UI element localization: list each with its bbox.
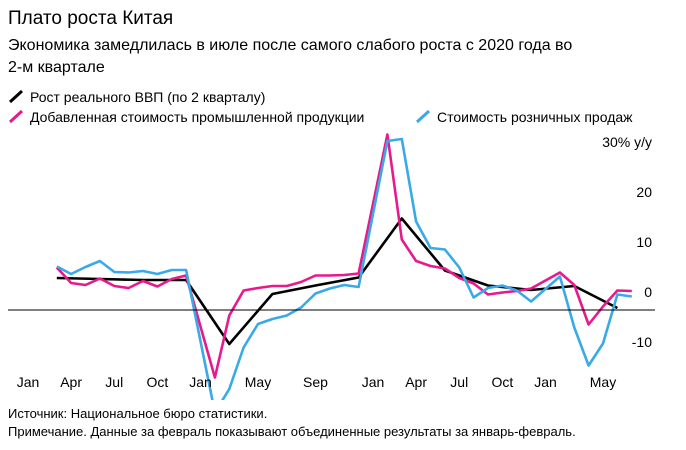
legend-swatch xyxy=(8,89,24,104)
y-tick-label: -10 xyxy=(632,334,652,350)
legend-label: Рост реального ВВП (по 2 кварталу) xyxy=(30,89,265,105)
plot-area xyxy=(55,133,632,400)
x-tick-label: Jan xyxy=(534,374,557,390)
x-tick-label: Sep xyxy=(303,374,328,390)
chart-subtitle: 2-м квартале xyxy=(8,59,105,76)
x-tick-label: Jan xyxy=(189,374,212,390)
x-tick-label: Oct xyxy=(146,374,168,390)
x-tick-label: Jul xyxy=(450,374,468,390)
x-tick-label: May xyxy=(245,374,271,390)
chart-subtitle: Экономика замедлилась в июле после самог… xyxy=(8,37,572,54)
x-tick-label: May xyxy=(590,374,616,390)
series-line xyxy=(56,137,632,400)
x-tick-label: Jan xyxy=(17,374,40,390)
x-tick-label: Jul xyxy=(105,374,123,390)
legend-swatch xyxy=(415,109,431,124)
legend-swatch xyxy=(8,109,24,124)
footnote: Примечание. Данные за февраль показывают… xyxy=(8,424,576,439)
series-line xyxy=(55,133,632,379)
x-tick-label: Apr xyxy=(60,374,82,390)
y-tick-label: 20 xyxy=(636,184,652,200)
x-tick-label: Oct xyxy=(491,374,513,390)
x-tick-label: Jan xyxy=(362,374,385,390)
chart-title: Плато роста Китая xyxy=(8,8,173,29)
legend-label: Добавленная стоимость промышленной проду… xyxy=(30,109,364,125)
x-tick-label: Apr xyxy=(405,374,427,390)
source-note: Источник: Национальное бюро статистики. xyxy=(8,406,267,421)
y-tick-label: 30% y/y xyxy=(602,134,652,150)
y-tick-label: 10 xyxy=(636,234,652,250)
y-tick-label: 0 xyxy=(644,284,652,300)
legend-label: Стоимость розничных продаж xyxy=(437,109,633,125)
